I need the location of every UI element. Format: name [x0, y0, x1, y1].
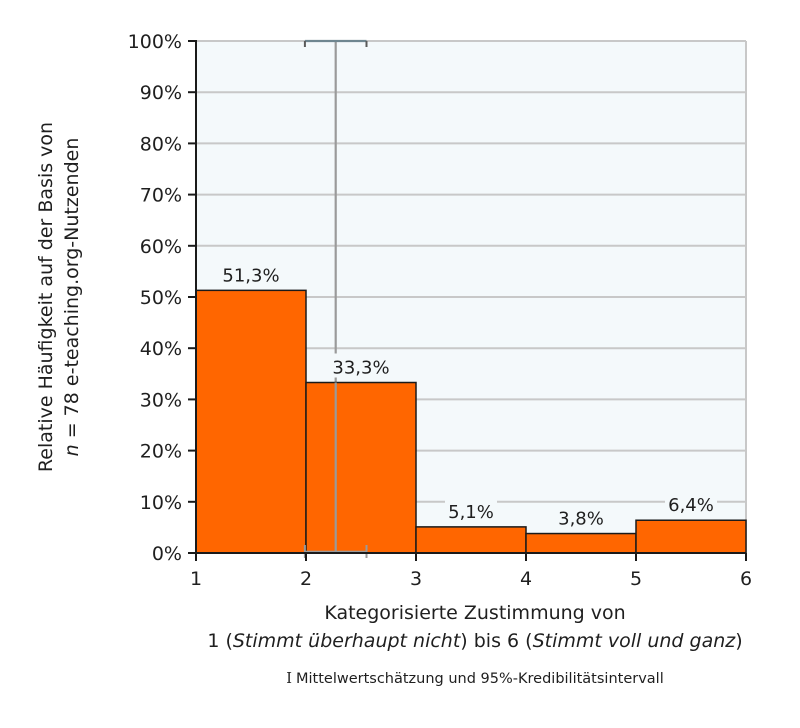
- bar-5-6: [635, 519, 747, 554]
- y-axis-ticks: 0% 10% 20% 30% 40% 50% 60% 70% 80% 90% 100%: [128, 31, 196, 565]
- y-tick-label: 40%: [140, 338, 182, 360]
- y-tick-label: 70%: [140, 185, 182, 207]
- bar-2-3: [305, 381, 417, 554]
- bar-3-4: [415, 526, 527, 554]
- legend: I Mittelwertschätzung und 95%-Kredibilitä…: [150, 671, 800, 687]
- bar-4-5: [525, 532, 637, 554]
- x-axis-ticks: 1 2 3 4 5 6: [190, 553, 752, 590]
- y-tick-label: 0%: [152, 543, 182, 565]
- x-axis-title-line2: 1 (Stimmt überhaupt nicht) bis 6 (Stimmt…: [207, 630, 743, 652]
- y-tick-label: 30%: [140, 389, 182, 411]
- y-tick-label: 20%: [140, 441, 182, 463]
- axes: [188, 40, 746, 561]
- y-tick-label: 100%: [128, 31, 182, 53]
- legend-label: Mittelwertschätzung und 95%-Kredibilität…: [295, 671, 664, 687]
- credible-interval-icon: I: [286, 671, 292, 687]
- bars: [195, 289, 747, 554]
- x-tick-label: 2: [300, 568, 312, 590]
- value-label: 33,3%: [332, 358, 389, 379]
- y-tick-label: 10%: [140, 492, 182, 514]
- y-tick-label: 50%: [140, 287, 182, 309]
- x-tick-label: 1: [190, 568, 202, 590]
- y-tick-label: 90%: [140, 82, 182, 104]
- x-tick-label: 5: [630, 568, 642, 590]
- histogram-chart: 51,3%33,3%5,1% 3,8%6,4% 0%10%20%30%40%50%…: [35, 31, 752, 590]
- value-label: 3,8%: [558, 509, 604, 530]
- bar-1-2: [195, 289, 307, 554]
- x-axis-title-line1: Kategorisierte Zustimmung von: [324, 602, 626, 624]
- value-label: 5,1%: [448, 502, 494, 523]
- value-labels: 51,3% 33,3% 5,1% 3,8% 6,4%: [219, 261, 717, 530]
- value-label: 6,4%: [668, 495, 714, 516]
- x-tick-label: 4: [520, 568, 532, 590]
- y-tick-label: 60%: [140, 236, 182, 258]
- y-tick-label: 80%: [140, 133, 182, 155]
- y-axis-title-line1: Relative Häufigkeit auf der Basis von: [35, 122, 57, 472]
- y-axis-title: Relative Häufigkeit auf der Basis von n …: [35, 122, 83, 472]
- x-tick-label: 6: [740, 568, 752, 590]
- value-label: 51,3%: [222, 265, 279, 286]
- x-tick-label: 3: [410, 568, 422, 590]
- y-axis-title-line2: n = 78 e-teaching.org-Nutzenden: [61, 138, 83, 457]
